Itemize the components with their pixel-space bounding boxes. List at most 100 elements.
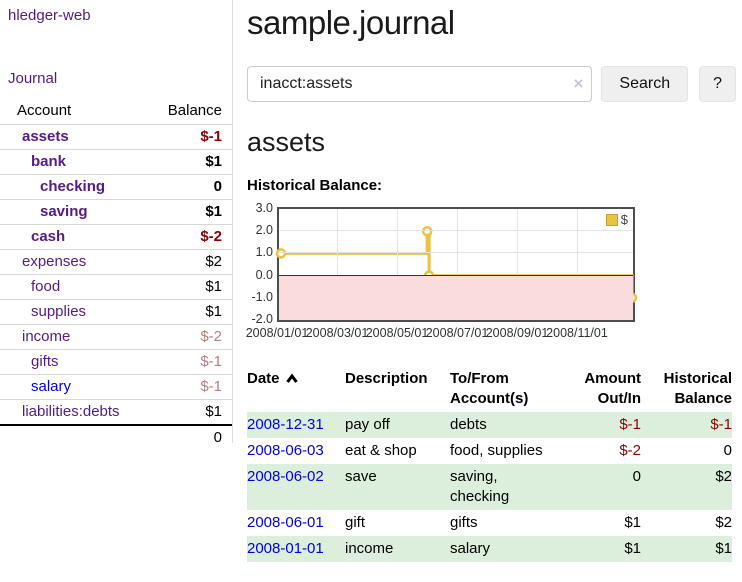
account-link-food[interactable]: food [31,278,61,295]
transaction-balance: $2 [715,514,732,531]
vgrid [397,209,398,320]
transaction-amount: $1 [624,540,641,557]
accounts-header-balance: Balance [142,98,232,125]
x-axis-tick: 2008/05/01 [365,326,429,340]
account-link-bank[interactable]: bank [31,153,67,170]
hgrid [279,296,633,298]
account-row: salary $-1 [0,374,232,400]
transaction-date-link[interactable]: 2008-06-03 [247,442,324,459]
account-link-liabilities-debts[interactable]: liabilities:debts [22,403,120,420]
account-link-checking[interactable]: checking [40,178,106,195]
hgrid [279,252,633,254]
accounts-header-account: Account [0,98,143,125]
transaction-date-link[interactable]: 2008-06-01 [247,514,324,531]
transaction-accounts: food, supplies [450,442,543,459]
data-point-marker [275,248,287,259]
account-balance: $1 [142,399,232,426]
account-balance: 0 [142,174,232,200]
transaction-accounts: gifts [450,514,478,531]
account-link-saving[interactable]: saving [40,203,88,220]
transaction-description: eat & shop [345,442,417,459]
transaction-date-link[interactable]: 2008-12-31 [247,416,324,433]
account-row: supplies $1 [0,299,232,325]
legend-label: $ [620,212,628,227]
transaction-amount: $-2 [619,442,641,459]
account-balance: $1 [142,299,232,325]
account-row: saving $1 [0,199,232,225]
x-axis-tick: 2008/11/01 [546,326,608,340]
vgrid [457,209,458,320]
account-row: assets $-1 [0,124,232,150]
account-link-salary[interactable]: salary [31,378,72,395]
register-header-amount: Amount Out/In [584,370,641,407]
historical-balance-chart: $ 3.0 2.0 1.0 0.0 -1.0 -2.0 2008/01/01 2008/03/… [245,201,642,343]
x-axis-tick: 2008/01/01 [245,326,309,340]
y-axis-tick: 3.0 [255,201,273,215]
y-axis-tick: 2.0 [255,223,273,238]
account-balance: $2 [142,249,232,275]
help-button[interactable]: ? [699,66,736,102]
transaction-balance: $1 [715,540,732,557]
register-header-description: Description [345,370,428,387]
register-header-accounts: To/From Account(s) [450,370,529,407]
data-point-marker [421,225,433,237]
accounts-total-value: 0 [142,424,232,450]
account-link-gifts[interactable]: gifts [31,353,59,370]
y-axis-tick: 0.0 [255,267,273,282]
sidebar-item-journal[interactable]: Journal [8,70,58,87]
account-balance: $-2 [142,324,232,350]
transaction-date-link[interactable]: 2008-06-02 [247,468,324,485]
register-table-body: 2008-12-31 pay off debts $-1 $-1 2008-06-03 ea… [247,412,732,562]
account-row: gifts $-1 [0,349,232,375]
transaction-row: 2008-06-03 eat & shop food, supplies $-2 0 [247,438,732,464]
transaction-description: save [345,468,377,485]
transaction-balance: $-1 [710,416,732,433]
hgrid [279,230,633,232]
account-row: cash $-2 [0,224,232,250]
transaction-balance: $2 [715,468,732,485]
search-input[interactable] [247,66,593,102]
x-axis-tick: 2008/03/01 [305,326,369,340]
account-row: food $1 [0,274,232,300]
transaction-accounts: debts [450,416,487,433]
account-row: liabilities:debts $1 [0,399,232,426]
transaction-amount: $1 [624,514,641,531]
transaction-amount: 0 [632,468,641,485]
account-link-assets[interactable]: assets [22,128,69,145]
register-table: Date Description To/From Account(s) Amou… [247,367,732,562]
transaction-row: 2008-12-31 pay off debts $-1 $-1 [247,412,732,438]
account-link-income[interactable]: income [22,328,71,345]
search-form: × Search ? [247,66,736,102]
accounts-table-body: assets $-1 bank $1 checking 0 saving $1 cash $-2 e… [0,124,232,426]
accounts-total-spacer [0,424,143,450]
y-axis-tick: -2.0 [251,312,273,326]
x-axis-tick: 2008/07/01 [425,326,489,340]
accounts-table: Account Balance assets $-1 bank $1 checking 0… [0,98,232,450]
transaction-row: 2008-06-01 gift gifts $1 $2 [247,510,732,536]
account-balance: $1 [142,274,232,300]
account-link-cash[interactable]: cash [31,228,66,245]
transaction-row: 2008-01-01 income salary $1 $1 [247,536,732,562]
register-header-date[interactable]: Date [247,367,345,412]
vgrid [577,209,578,320]
chart-plot: $ [275,207,638,322]
page-title: sample.journal [247,4,455,41]
search-button[interactable]: Search [601,66,689,102]
account-link-expenses[interactable]: expenses [22,253,87,270]
app-title-link[interactable]: hledger-web [8,7,91,24]
y-axis-tick: 1.0 [255,245,273,260]
account-link-supplies[interactable]: supplies [31,303,87,320]
legend-swatch [605,213,618,226]
transaction-row: 2008-06-02 save saving, checking 0 $2 [247,464,732,510]
account-balance: $-1 [142,349,232,375]
vgrid [337,209,338,320]
transaction-date-link[interactable]: 2008-01-01 [247,540,324,557]
accounts-total-row: 0 [0,424,232,450]
account-balance: $-1 [142,124,232,150]
clear-search-icon[interactable]: × [573,74,584,93]
main-content: sample.journal × Search ? assets Histori… [245,0,736,562]
y-axis-tick: -1.0 [251,289,273,304]
transaction-accounts: salary [450,540,491,557]
chart-legend: $ [605,212,628,227]
transaction-amount: $-1 [619,416,641,433]
